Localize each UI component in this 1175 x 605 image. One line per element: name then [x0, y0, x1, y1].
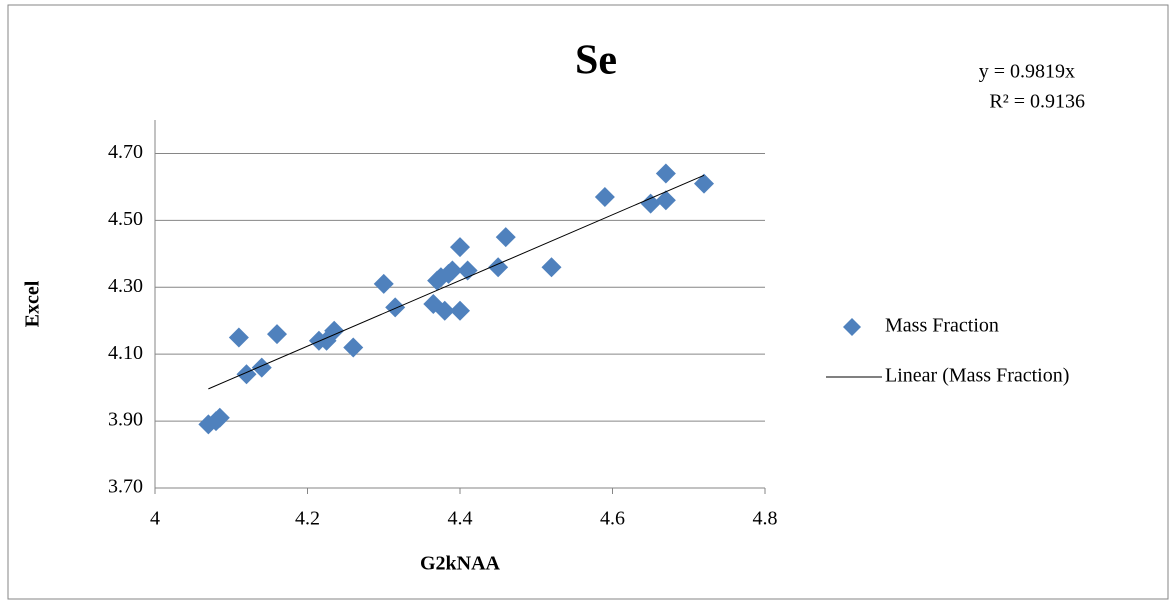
legend-marker [843, 318, 861, 336]
legend-label: Linear (Mass Fraction) [885, 365, 1069, 387]
legend-label: Mass Fraction [885, 315, 999, 337]
y-tick-label: 3.90 [108, 409, 143, 431]
y-tick-label: 4.70 [108, 141, 143, 163]
y-axis-title: Excel [22, 280, 44, 327]
data-point [236, 364, 257, 385]
data-point [385, 297, 406, 318]
data-point [373, 273, 394, 294]
data-point [655, 163, 676, 184]
data-point [434, 300, 455, 321]
x-axis-title: G2kNAA [420, 553, 501, 575]
x-tick-label: 4 [150, 508, 160, 530]
x-tick-label: 4.4 [448, 508, 473, 530]
data-point [594, 186, 615, 207]
trend-r2: R² = 0.9136 [989, 91, 1085, 113]
chart-border [7, 4, 1169, 600]
trend-equation: y = 0.9819x [979, 61, 1075, 83]
data-point [541, 257, 562, 278]
data-point [324, 320, 345, 341]
data-point [267, 324, 287, 345]
data-point [228, 327, 249, 348]
data-point [209, 407, 230, 428]
data-point [495, 227, 516, 248]
data-point [450, 237, 470, 258]
x-tick-label: 4.8 [753, 508, 778, 530]
y-tick-label: 3.70 [108, 476, 143, 498]
data-point [442, 260, 463, 281]
chart-title: Se [575, 38, 617, 84]
data-point [694, 173, 714, 194]
y-tick-label: 4.10 [108, 342, 143, 364]
y-tick-label: 4.30 [108, 275, 143, 297]
x-tick-label: 4.2 [295, 508, 320, 530]
data-point [251, 357, 272, 378]
trendline [208, 174, 705, 390]
y-tick-label: 4.50 [108, 208, 143, 230]
data-point [640, 193, 661, 214]
data-point [450, 300, 470, 321]
data-point [343, 337, 364, 358]
x-tick-label: 4.6 [600, 508, 625, 530]
data-point [655, 190, 676, 211]
